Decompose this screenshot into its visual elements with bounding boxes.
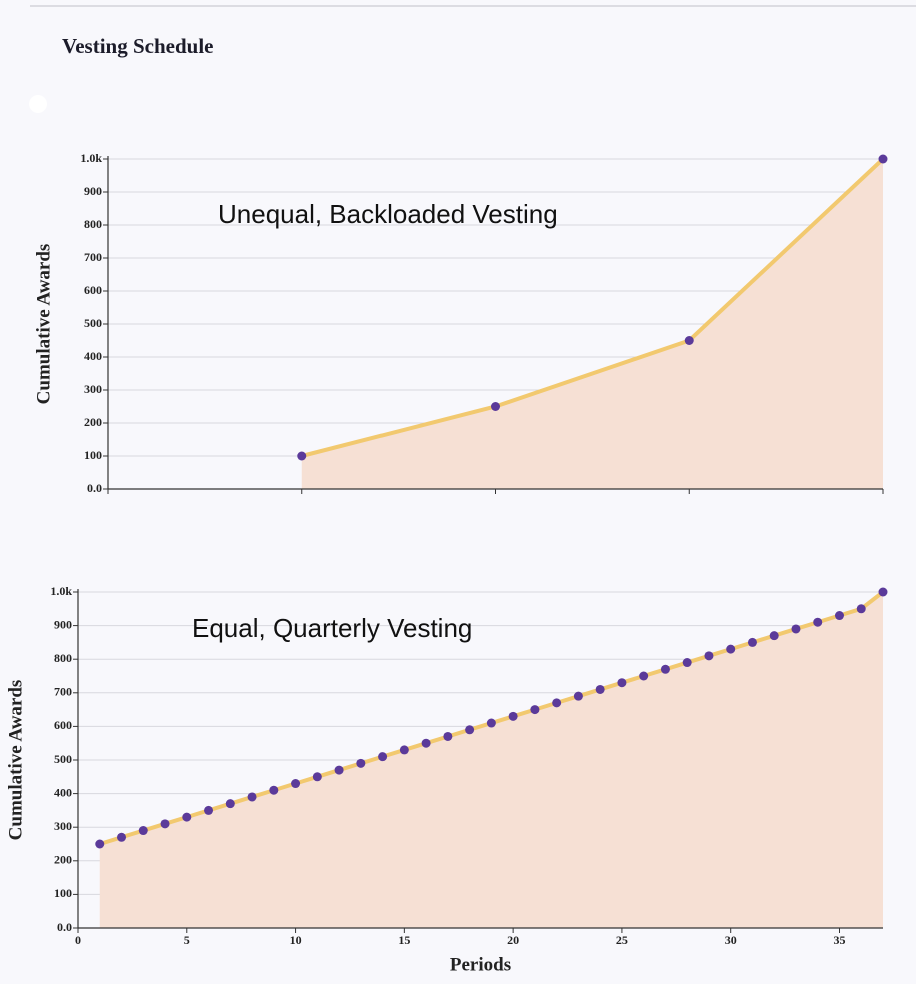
data-point [856, 604, 866, 614]
x-tick-label: 25 [616, 933, 628, 947]
y-tick-label: 300 [54, 819, 72, 833]
data-point [704, 651, 714, 661]
x-tick-label: 5 [184, 933, 190, 947]
data-point [639, 671, 649, 681]
data-point [225, 799, 235, 809]
data-point [878, 587, 888, 597]
data-point [791, 624, 801, 634]
data-point [617, 678, 627, 688]
y-tick-label: 800 [84, 217, 102, 231]
data-point [878, 154, 888, 164]
y-tick-label: 400 [84, 349, 102, 363]
x-tick-label: 0 [105, 494, 111, 508]
x-tick-label: 10 [290, 933, 302, 947]
y-tick-label: 700 [54, 685, 72, 699]
data-point [465, 725, 475, 735]
page-title: Vesting Schedule [62, 34, 214, 58]
data-point [508, 711, 518, 721]
data-point [769, 631, 779, 641]
data-point [291, 779, 301, 789]
annotation: Equal, Quarterly Vesting [192, 613, 472, 643]
y-tick-label: 200 [84, 415, 102, 429]
data-point [356, 758, 366, 768]
y-tick-label: 500 [54, 752, 72, 766]
y-tick-label: 900 [54, 617, 72, 631]
data-point [160, 819, 170, 829]
data-point [443, 731, 453, 741]
x-tick-label: 2 [493, 494, 499, 508]
x-tick-label: 3 [686, 494, 692, 508]
data-point [312, 772, 322, 782]
y-tick-label: 0.0 [87, 481, 102, 495]
x-tick-label: 20 [507, 933, 519, 947]
data-point [530, 705, 540, 715]
area [99, 592, 883, 928]
x-tick-label: 1 [299, 494, 305, 508]
x-ticks: 0 5 10 15 20 25 30 35 [75, 928, 845, 947]
data-point [486, 718, 496, 728]
x-tick-label: 4 [880, 494, 886, 508]
x-tick-label: 0 [75, 933, 81, 947]
data-point [660, 664, 670, 674]
y-tick-label: 100 [54, 886, 72, 900]
y-tick-label: 600 [54, 718, 72, 732]
data-point [595, 684, 605, 694]
y-tick-label: 800 [54, 651, 72, 665]
data-point [138, 826, 148, 836]
y-tick-label: 600 [84, 283, 102, 297]
data-point [247, 792, 257, 802]
data-point [95, 839, 105, 849]
data-point [813, 617, 823, 627]
data-point [399, 745, 409, 755]
y-axis-label: Cumulative Awards [33, 244, 54, 405]
y-tick-label: 700 [84, 250, 102, 264]
data-point [269, 785, 279, 795]
y-tick-label: 400 [54, 785, 72, 799]
data-point [747, 637, 757, 647]
y-tick-label: 200 [54, 853, 72, 867]
data-point [421, 738, 431, 748]
data-point [182, 812, 192, 822]
x-ticks: 0 1 2 3 4 [105, 489, 886, 508]
data-point [491, 402, 500, 411]
y-tick-label: 100 [84, 448, 102, 462]
data-point [726, 644, 736, 654]
x-tick-label: 30 [725, 933, 737, 947]
y-tick-label: 300 [84, 382, 102, 396]
data-point [573, 691, 583, 701]
x-tick-label: 15 [398, 933, 410, 947]
data-point [834, 611, 844, 621]
x-tick-label: 35 [833, 933, 845, 947]
y-tick-label: 900 [84, 184, 102, 198]
y-axis-label: Cumulative Awards [5, 680, 26, 841]
data-point [334, 765, 344, 775]
data-point [297, 451, 307, 461]
line [301, 157, 885, 458]
y-tick-label: 500 [84, 316, 102, 330]
data-point [204, 805, 214, 815]
data-point [684, 336, 694, 345]
x-axis-label: Periods [450, 954, 511, 975]
data-point [117, 832, 127, 842]
y-tick-label: 1.0k [50, 584, 72, 598]
y-tick-label: 1.0k [80, 151, 102, 165]
toggle-knob[interactable] [29, 95, 47, 113]
annotation: Unequal, Backloaded Vesting [218, 199, 558, 229]
data-point [682, 658, 692, 668]
data-point [378, 752, 388, 762]
data-point [552, 698, 562, 708]
y-tick-label: 0.0 [57, 920, 72, 934]
area [301, 159, 883, 489]
